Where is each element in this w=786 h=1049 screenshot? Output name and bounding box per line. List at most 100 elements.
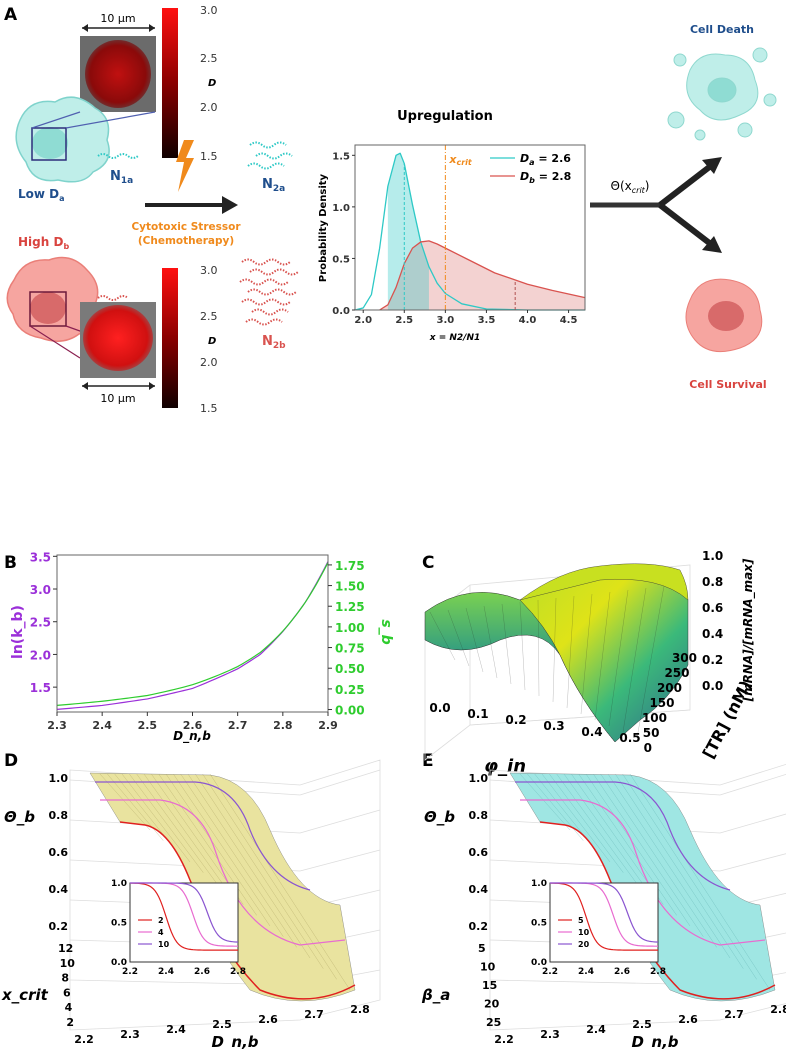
- y-tick-label: 15: [482, 979, 497, 992]
- mesh-line: [519, 773, 571, 831]
- chart-a-ylabel: Probability Density: [318, 173, 329, 282]
- grid-line: [719, 773, 786, 796]
- mesh-line: [136, 773, 217, 884]
- chart-a-title: Upregulation: [397, 109, 493, 124]
- grid-box: [69, 759, 381, 1031]
- inset-line-20: [550, 882, 659, 943]
- y-tick-label: 10: [60, 957, 76, 970]
- y-tick-label: 0: [644, 741, 652, 755]
- panel-label-b: B: [4, 553, 17, 573]
- inset-legend-label: 2: [158, 916, 164, 925]
- y-tick-label: 50: [643, 726, 660, 740]
- y-tick-label-right: 0.50: [335, 662, 365, 676]
- x-tick-label: 2.6: [183, 719, 203, 732]
- x-tick-label: 2.5: [212, 1018, 232, 1031]
- legend-sub: a: [529, 158, 534, 167]
- grid-line: [299, 809, 381, 834]
- z-tick-label: 0.0: [702, 679, 723, 693]
- y-tick-label: 10: [480, 961, 496, 974]
- y-tick-label-left: 1.5: [30, 681, 51, 695]
- panel-label-a: A: [4, 5, 18, 25]
- x-tick-label: 2.9: [318, 719, 338, 732]
- mesh-line: [173, 773, 284, 937]
- y-tick-label: 4: [65, 1001, 73, 1014]
- inset-legend-label: 10: [158, 940, 170, 949]
- mesh-line: [566, 595, 575, 709]
- inset-x-tick-label: 2.4: [158, 967, 174, 977]
- legend-eq: = 2.6: [535, 152, 572, 165]
- label-cell-survival: Cell Survival: [689, 378, 766, 391]
- inset-y-tick-label: 1.0: [111, 879, 127, 889]
- inset-legend-label: 4: [158, 928, 164, 937]
- grid-box: [489, 763, 786, 1031]
- y-tick-label-left: 2.5: [30, 616, 51, 630]
- fill-da: [387, 153, 429, 310]
- surface-curve-10: [95, 781, 311, 891]
- y-tick-label: 250: [664, 666, 689, 680]
- x-tick-label: 2.2: [74, 1033, 94, 1046]
- inset-legend-label: 5: [578, 916, 584, 925]
- x-tick-label: 2.7: [724, 1008, 744, 1021]
- y-tick-label-right: 1.75: [335, 559, 365, 573]
- chart-b-ylabel-right: s_b: [378, 619, 394, 644]
- surface-mesh: [519, 773, 771, 991]
- panel-label-e: E: [422, 751, 434, 771]
- cell-low-nucleus: [32, 127, 68, 159]
- svg-text:D: D: [208, 336, 216, 347]
- mesh-line: [563, 773, 651, 895]
- label-n2a: N2a: [262, 177, 285, 194]
- x-tick-label: 0.5: [619, 731, 640, 745]
- y-tick-label-left: 3.5: [30, 550, 51, 564]
- y-tick-label-right: 1.00: [335, 621, 365, 635]
- z-tick-label: 0.2: [49, 920, 69, 933]
- legend-label-1: Db = 2.8: [520, 170, 571, 185]
- chart-b-xlabel: D_n,b: [173, 729, 211, 744]
- series-line-lnkb: [56, 561, 329, 710]
- surface-curve-4: [100, 799, 346, 946]
- inset-legend-label: 10: [578, 928, 590, 937]
- theta-label: Θ(xcrit): [611, 179, 650, 195]
- colorbar-top: 3.0 2.5 2.0 1.5 D: [162, 4, 218, 163]
- inset-line-10: [130, 882, 239, 943]
- grid-line: [299, 769, 381, 796]
- grid-line: [299, 849, 381, 872]
- mesh-line: [636, 585, 665, 739]
- y-tick-label: 200: [657, 681, 682, 695]
- z-axis-label: Θ_b: [424, 808, 455, 826]
- y-tick-label-left: 2.0: [30, 648, 51, 662]
- chart-b: 2.3 2.4 2.5 2.6 2.7 2.8 2.9 1.5 2.0 2.5 3.0 3.5 0.00…: [30, 550, 365, 732]
- y-tick-label: 100: [642, 711, 667, 725]
- z-tick-label: 1.0: [49, 772, 69, 785]
- svg-text:2.5: 2.5: [200, 52, 218, 65]
- x-tick-label: 2.7: [228, 719, 248, 732]
- inset-x-tick-label: 2.2: [542, 967, 558, 977]
- x-tick-label: 0.0: [429, 701, 450, 715]
- mesh-line: [165, 773, 271, 927]
- x-tick-label: 0.2: [505, 713, 526, 727]
- surface-curve-20: [515, 781, 731, 891]
- z-tick-label: 0.6: [469, 846, 489, 859]
- surface-mesh: [99, 773, 351, 991]
- cell-high-nucleus: [30, 292, 66, 324]
- y-tick-label-right: 0.25: [335, 683, 365, 697]
- y-tick-label: 150: [649, 696, 674, 710]
- mesh-line: [180, 773, 297, 948]
- colorbar-bottom: 3.0 2.5 2.0 1.5 D: [162, 264, 218, 415]
- x-tick-label: 2.7: [304, 1008, 324, 1021]
- svg-text:10 μm: 10 μm: [100, 12, 135, 25]
- stressor-sub: (Chemotherapy): [138, 235, 234, 247]
- y-tick-label-right: 0.00: [335, 704, 365, 718]
- x-tick-label: 2.8: [770, 1003, 786, 1016]
- mesh-line: [519, 601, 526, 691]
- inset-y-tick-label: 0.0: [111, 958, 127, 968]
- grid-line: [719, 813, 786, 834]
- svg-text:1.5: 1.5: [200, 402, 218, 415]
- y-tick-label: 5: [478, 942, 486, 955]
- y-tick-label-left: 3.0: [30, 583, 51, 597]
- legend-d: D: [520, 170, 529, 183]
- arrow-up: [658, 162, 714, 208]
- mesh-line: [615, 773, 744, 969]
- inset-line-2: [129, 882, 239, 951]
- legend-label-0: Da = 2.6: [520, 152, 571, 167]
- z-tick-label: 0.2: [469, 920, 489, 933]
